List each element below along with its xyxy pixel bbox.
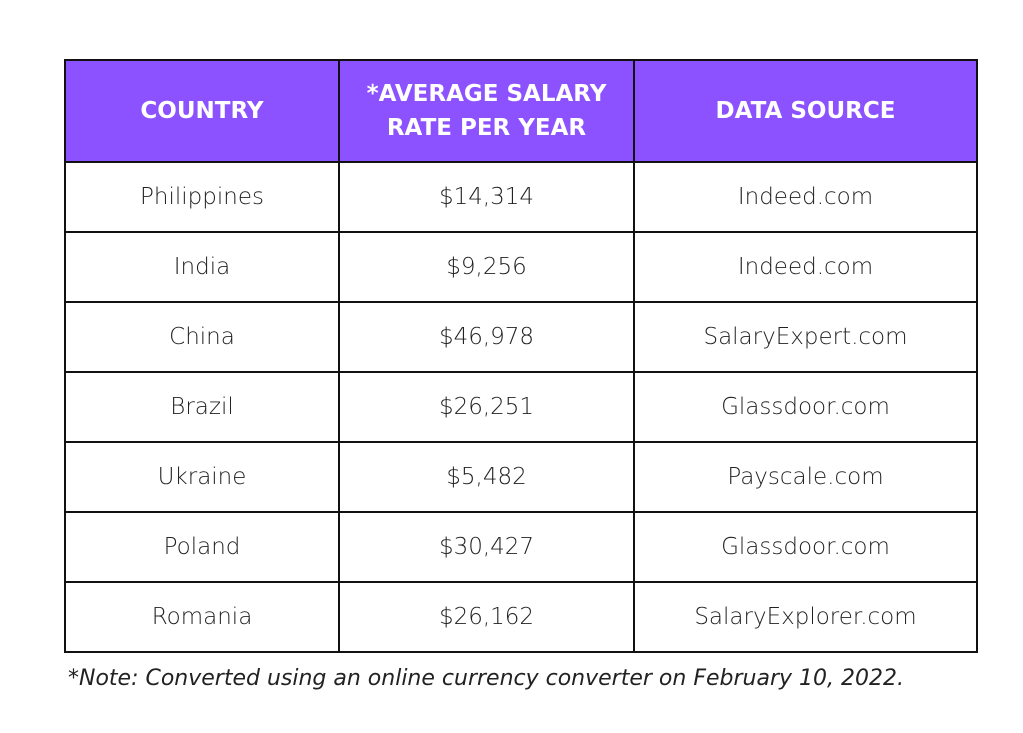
table-cell: $30,427	[338, 511, 635, 583]
table-row: Ukraine $5,482 Payscale.com	[64, 441, 978, 513]
table-row: Poland $30,427 Glassdoor.com	[64, 511, 978, 583]
table-cell: Glassdoor.com	[633, 371, 978, 443]
table-cell: China	[64, 301, 340, 373]
table-cell: Romania	[64, 581, 340, 653]
header-cell: *AVERAGE SALARY RATE PER YEAR	[338, 59, 635, 163]
table-cell: $9,256	[338, 231, 635, 303]
table-cell: India	[64, 231, 340, 303]
header-cell: COUNTRY	[64, 59, 340, 163]
table-cell: Brazil	[64, 371, 340, 443]
table-cell: $46,978	[338, 301, 635, 373]
table-row: India $9,256 Indeed.com	[64, 231, 978, 303]
table-row: China $46,978 SalaryExpert.com	[64, 301, 978, 373]
table-row: Philippines $14,314 Indeed.com	[64, 161, 978, 233]
table-cell: Philippines	[64, 161, 340, 233]
table-cell: Poland	[64, 511, 340, 583]
note: *Note: Converted using an online currenc…	[68, 666, 904, 691]
table-cell: Indeed.com	[633, 161, 978, 233]
table-cell: $14,314	[338, 161, 635, 233]
header-cell: DATA SOURCE	[633, 59, 978, 163]
table-cell: Ukraine	[64, 441, 340, 513]
table-row: Romania $26,162 SalaryExplorer.com	[64, 581, 978, 653]
table-cell: Indeed.com	[633, 231, 978, 303]
table-cell: SalaryExpert.com	[633, 301, 978, 373]
table-row: Brazil $26,251 Glassdoor.com	[64, 371, 978, 443]
table-cell: SalaryExplorer.com	[633, 581, 978, 653]
table-header: COUNTRY *AVERAGE SALARY RATE PER YEAR DATA…	[64, 59, 978, 163]
table-cell: Glassdoor.com	[633, 511, 978, 583]
table-body: Philippines $14,314 Indeed.com India $9,256 I…	[64, 161, 978, 653]
table-cell: $26,251	[338, 371, 635, 443]
header-row: COUNTRY *AVERAGE SALARY RATE PER YEAR DATA…	[64, 59, 978, 163]
table-cell: $26,162	[338, 581, 635, 653]
table-cell: Payscale.com	[633, 441, 978, 513]
table-cell: $5,482	[338, 441, 635, 513]
salary-table: COUNTRY *AVERAGE SALARY RATE PER YEAR DATA…	[64, 59, 978, 653]
